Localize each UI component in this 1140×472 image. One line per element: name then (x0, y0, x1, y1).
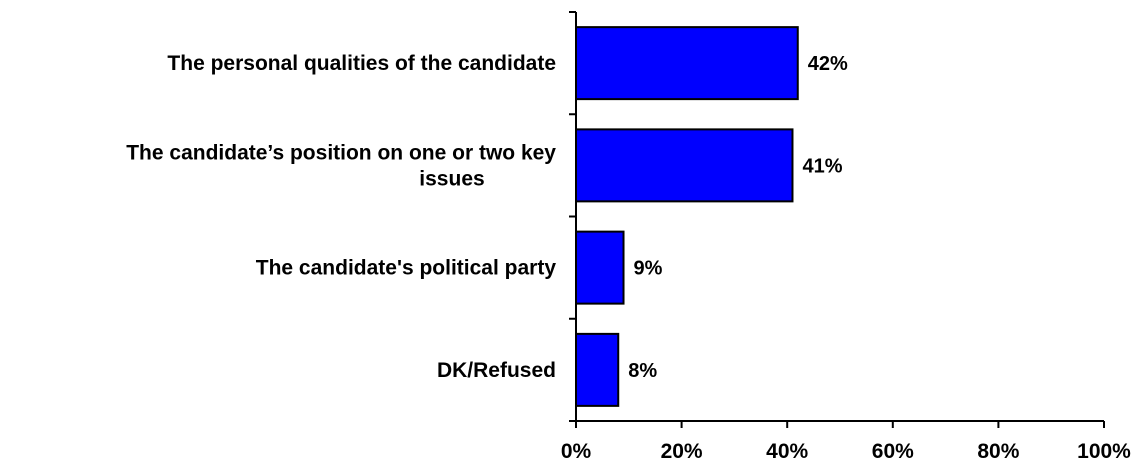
x-tick-label-5: 100% (1077, 440, 1131, 463)
bar-1 (575, 128, 794, 203)
data-label-3: 8% (628, 360, 657, 382)
category-label-line: issues (419, 167, 484, 190)
category-label-1: The candidate’s position on one or two k… (126, 141, 556, 190)
category-label-line: DK/Refused (437, 359, 556, 382)
bar-2 (575, 230, 625, 305)
x-tick-label-1: 20% (661, 440, 703, 463)
x-tick-label-0: 0% (561, 440, 592, 463)
bar-3 (575, 332, 620, 407)
category-label-line: The candidate’s position on one or two k… (126, 141, 556, 164)
x-tick-label-2: 40% (766, 440, 808, 463)
category-label-line: The candidate's political party (256, 257, 557, 280)
category-label-line: The personal qualities of the candidate (167, 52, 556, 75)
category-label-3: DK/Refused (437, 359, 556, 382)
x-tick-label-3: 60% (872, 440, 914, 463)
bar-0 (575, 26, 799, 101)
category-label-2: The candidate's political party (256, 257, 557, 280)
data-label-2: 9% (634, 258, 663, 280)
data-label-0: 42% (808, 53, 848, 75)
category-label-0: The personal qualities of the candidate (167, 52, 556, 75)
x-tick-label-4: 80% (977, 440, 1019, 463)
data-label-1: 41% (802, 155, 842, 177)
